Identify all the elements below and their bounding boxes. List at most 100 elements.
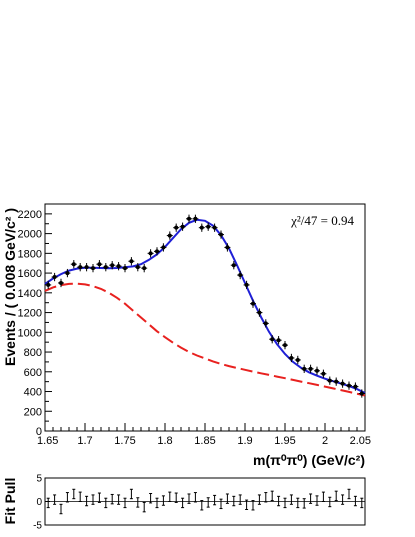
main-plot: 0 200 400 600 800 1000 1200 1400 1600 1800 2000 220… bbox=[2, 203, 371, 468]
pull-point bbox=[59, 503, 63, 515]
pull-point bbox=[296, 497, 300, 509]
data-point bbox=[160, 243, 167, 252]
pull-y-tick-label: 5 bbox=[36, 474, 42, 485]
pull-point bbox=[213, 494, 217, 506]
data-point bbox=[243, 280, 250, 290]
data-point bbox=[314, 366, 320, 375]
pull-plot: -5 0 5 Fit Pull bbox=[2, 474, 366, 532]
data-point bbox=[224, 243, 231, 252]
total-fit-curve bbox=[44, 218, 366, 394]
pull-point bbox=[360, 497, 364, 509]
pull-y-tick-label: -5 bbox=[33, 521, 42, 532]
data-point bbox=[122, 264, 128, 273]
data-point bbox=[256, 308, 263, 317]
pull-point bbox=[110, 493, 114, 505]
data-point bbox=[301, 364, 308, 373]
pull-axis-title: Fit Pull bbox=[2, 478, 18, 525]
data-point bbox=[262, 319, 269, 328]
data-point bbox=[70, 260, 77, 269]
data-point bbox=[147, 249, 154, 258]
pull-point bbox=[174, 492, 178, 503]
y-tick-label: 1800 bbox=[18, 248, 42, 260]
data-point bbox=[205, 222, 212, 231]
pull-points-layer bbox=[46, 488, 364, 515]
x-tick-label: 1.95 bbox=[274, 435, 295, 447]
data-point bbox=[333, 377, 340, 386]
pull-y-tick-label: 0 bbox=[36, 497, 42, 508]
data-point bbox=[230, 261, 237, 270]
background-fit-curve bbox=[44, 282, 366, 397]
main-plot-frame bbox=[44, 203, 366, 432]
data-point bbox=[115, 262, 122, 271]
pull-point bbox=[321, 491, 325, 502]
y-tick-label: 1000 bbox=[18, 327, 42, 339]
pull-point bbox=[289, 494, 293, 505]
x-tick-label: 1.75 bbox=[114, 435, 135, 447]
pull-point bbox=[219, 498, 223, 510]
y-tick-label: 1400 bbox=[18, 288, 42, 300]
pull-point bbox=[155, 497, 159, 509]
data-point bbox=[77, 263, 84, 272]
pull-point bbox=[206, 497, 210, 508]
y-tick-label: 400 bbox=[24, 387, 42, 399]
x-tick-label: 1.8 bbox=[157, 435, 172, 447]
y-tick-label: 1600 bbox=[18, 268, 42, 280]
pull-point bbox=[117, 494, 121, 505]
pull-point bbox=[283, 497, 287, 509]
data-point bbox=[173, 223, 180, 232]
pull-point bbox=[193, 492, 197, 503]
data-point bbox=[166, 231, 173, 240]
pull-point bbox=[257, 494, 261, 505]
data-point bbox=[96, 260, 103, 269]
pull-point bbox=[97, 492, 101, 503]
pull-point bbox=[72, 488, 76, 500]
y-tick-label: 0 bbox=[36, 426, 42, 438]
data-point bbox=[250, 299, 256, 308]
data-point bbox=[346, 381, 352, 390]
pull-point bbox=[181, 497, 185, 509]
pull-point bbox=[85, 495, 89, 507]
data-point bbox=[64, 268, 71, 278]
x-tick-label: 1.85 bbox=[194, 435, 215, 447]
pull-point bbox=[129, 488, 133, 500]
pull-point bbox=[78, 491, 82, 502]
pull-point bbox=[123, 497, 127, 509]
data-point bbox=[141, 264, 148, 273]
x-tick-label: 2 bbox=[322, 435, 328, 447]
data-point bbox=[51, 272, 58, 282]
data-point bbox=[102, 263, 109, 272]
x-tick-label: 1.65 bbox=[37, 435, 58, 447]
pull-point bbox=[347, 488, 351, 500]
data-point bbox=[211, 223, 218, 232]
data-point bbox=[320, 369, 327, 378]
y-tick-label: 2000 bbox=[18, 229, 42, 241]
pull-point bbox=[245, 499, 249, 510]
pull-point bbox=[309, 493, 313, 504]
data-point bbox=[134, 263, 141, 272]
x-tick-label: 1.9 bbox=[237, 435, 252, 447]
y-tick-label: 800 bbox=[24, 347, 42, 359]
pull-point bbox=[46, 497, 50, 509]
pull-y-ticks: -5 0 5 bbox=[33, 474, 50, 532]
pull-point bbox=[136, 497, 140, 508]
data-point bbox=[179, 222, 186, 231]
data-point bbox=[307, 364, 314, 373]
pull-point bbox=[328, 496, 332, 508]
data-point bbox=[45, 280, 52, 290]
background-curve-layer bbox=[44, 282, 366, 397]
data-points-layer bbox=[45, 214, 365, 398]
data-point bbox=[282, 340, 288, 350]
x-tick-label: 2.05 bbox=[350, 435, 371, 447]
data-point bbox=[326, 376, 333, 385]
data-point bbox=[58, 278, 64, 288]
pull-point bbox=[104, 497, 108, 509]
pull-point bbox=[65, 492, 69, 503]
y-tick-label: 2200 bbox=[18, 209, 42, 221]
main-y-ticks: 0 200 400 600 800 1000 1200 1400 1600 1800 2000 220… bbox=[18, 209, 52, 438]
pull-point bbox=[264, 492, 268, 503]
pull-point bbox=[270, 490, 274, 502]
data-point bbox=[237, 270, 244, 280]
data-point bbox=[83, 263, 90, 272]
data-point bbox=[288, 353, 295, 363]
y-tick-label: 1200 bbox=[18, 308, 42, 320]
